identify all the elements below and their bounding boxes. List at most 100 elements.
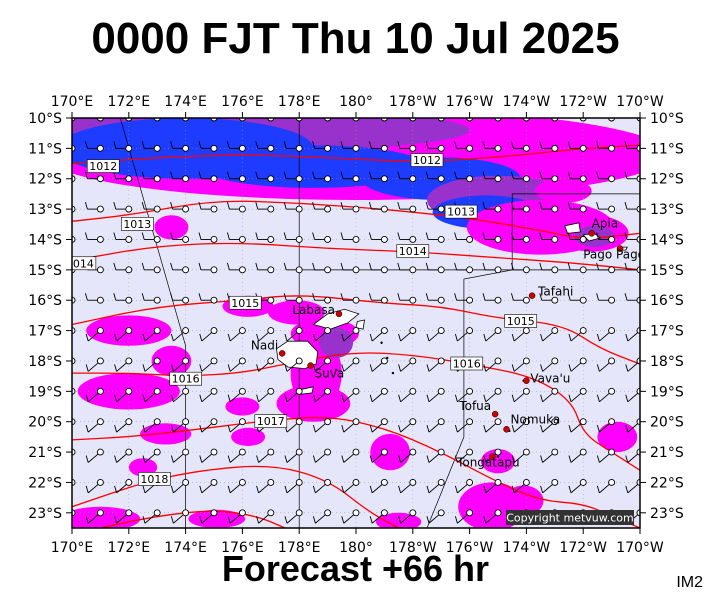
station-circle: [409, 387, 417, 395]
map-title: 0000 FJT Thu 10 Jul 2025: [91, 14, 620, 63]
station-circle: [551, 205, 559, 213]
wind-barb: [255, 262, 275, 274]
station-circle: [96, 418, 104, 426]
wind-barb: [142, 509, 161, 524]
station-circle: [494, 205, 502, 213]
place-dot: [307, 362, 314, 369]
barb-feather: [84, 293, 88, 301]
station-circle: [380, 387, 388, 395]
lat-tick-label-right: 13°S: [650, 202, 684, 218]
barb-feather: [85, 516, 89, 524]
isobar-label: 014: [72, 256, 97, 270]
barb-feather: [596, 455, 600, 463]
isobar-label-box: [254, 414, 288, 429]
viti-levu-island: [276, 340, 319, 370]
barb-feather: [454, 516, 458, 524]
wind-barb: [141, 201, 161, 213]
wind-barb: [425, 201, 445, 213]
station-circle: [267, 357, 275, 365]
wind-barb: [227, 327, 246, 342]
forecast-label: Forecast +66 hr: [221, 548, 490, 589]
station-circle: [608, 327, 616, 335]
wind-barb: [84, 141, 104, 152]
barb-feather: [426, 425, 430, 433]
lat-tick-label-right: 12°S: [650, 172, 684, 188]
barb-feather: [511, 364, 515, 372]
station-circle: [579, 448, 587, 456]
barb-feather: [142, 364, 146, 372]
barb-feather: [198, 141, 202, 149]
station-circle: [380, 509, 388, 517]
barb-feather: [368, 232, 372, 240]
station-circle: [267, 296, 275, 304]
barb-feather: [483, 425, 487, 433]
station-circle: [182, 327, 190, 335]
wind-barb: [596, 141, 616, 152]
rain-area: [268, 300, 325, 325]
wind-barb: [511, 448, 530, 463]
wind-barb: [341, 387, 360, 403]
isobar-label-box: [169, 371, 202, 386]
place-name: Tofua: [458, 399, 491, 413]
wind-barb: [510, 201, 530, 213]
wind-barb: [398, 418, 417, 433]
wind-barb: [511, 327, 530, 342]
wind-barb: [625, 448, 640, 463]
place-name: Nomuka: [511, 412, 561, 426]
station-circle: [608, 205, 616, 213]
isobar-label-box: [228, 295, 262, 310]
barb-feather: [312, 425, 316, 433]
station-circle: [352, 418, 360, 426]
small-island: [380, 341, 383, 344]
station-circle: [295, 478, 303, 486]
isobar-line: [72, 295, 640, 365]
isobar-line: [72, 352, 640, 471]
station-circle: [210, 327, 218, 335]
barb-feather: [397, 201, 401, 210]
barb-feather: [227, 394, 231, 402]
isobar-label-box: [504, 314, 538, 328]
station-circle: [466, 478, 474, 486]
barb-feather: [256, 333, 260, 342]
wind-barb: [568, 387, 587, 403]
wind-barb: [426, 478, 445, 494]
station-circle: [409, 205, 417, 213]
wind-barb: [397, 293, 417, 304]
wind-barb: [397, 141, 417, 152]
isobar-line: [72, 242, 640, 271]
station-circle: [210, 509, 218, 517]
lat-tick-label-left: 13°S: [28, 202, 62, 218]
wind-barb: [596, 232, 616, 243]
wind-barbs: [72, 118, 640, 524]
isobar-label: 1013: [121, 216, 154, 231]
wind-barb: [454, 509, 474, 524]
station-circle: [295, 236, 303, 243]
wind-barb: [596, 262, 616, 274]
place-name: Nadi: [251, 338, 278, 352]
barb-feather: [341, 333, 345, 342]
wind-barb: [426, 448, 445, 463]
barb-feather: [540, 394, 544, 402]
barb-feather: [510, 201, 514, 210]
barb-feather: [596, 293, 600, 301]
barb-feather: [569, 118, 571, 119]
wind-barb: [113, 232, 133, 243]
isobar-label-box: [121, 216, 154, 231]
station-circle: [352, 448, 360, 456]
station-circle: [522, 296, 530, 304]
station-circle: [182, 357, 190, 365]
barb-feather: [539, 232, 543, 240]
wind-barb: [227, 509, 246, 524]
station-circle: [608, 175, 616, 183]
barb-feather: [170, 425, 174, 433]
barb-feather: [170, 201, 174, 210]
station-circle: [210, 236, 218, 243]
barb-feather: [540, 425, 544, 433]
wind-barb: [567, 262, 587, 274]
barb-feather: [340, 262, 344, 270]
barb-feather: [340, 141, 344, 149]
station-circle: [522, 448, 530, 456]
isobar-label-text: 1016: [453, 358, 481, 371]
station-circle: [522, 266, 530, 274]
barb-feather: [397, 232, 401, 240]
